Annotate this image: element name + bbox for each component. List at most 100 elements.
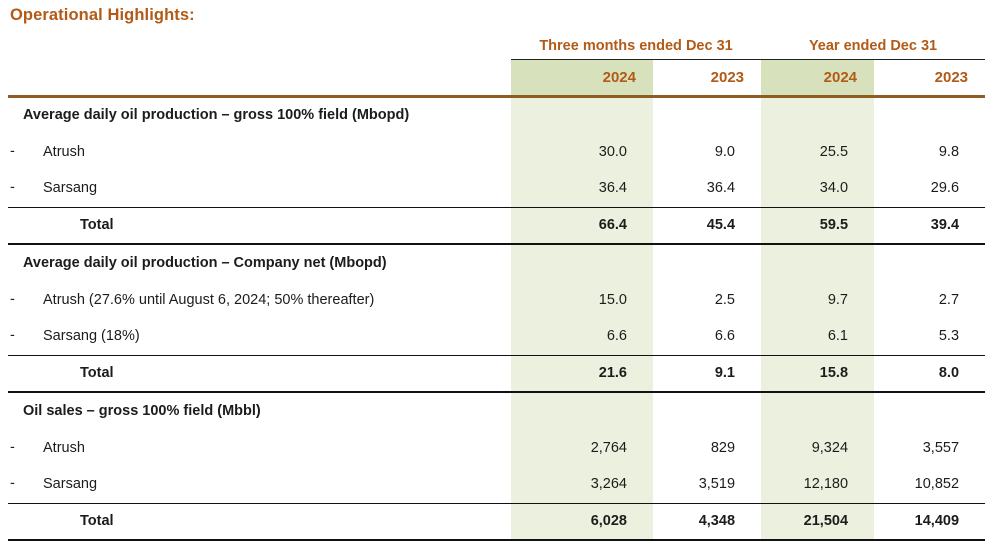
row-label: Sarsang (43, 476, 98, 493)
cell-value: 59.5 (761, 206, 875, 245)
group-header-spacer (8, 32, 511, 59)
cell-value: 36.4 (706, 180, 736, 197)
row-label: Total (80, 365, 114, 382)
page-title: Operational Highlights: (10, 6, 195, 24)
row-label-cell: - Sarsang (18%) (8, 318, 511, 355)
row-label-cell: - Atrush (27.6% until August 6, 2024; 50… (8, 281, 511, 318)
year-header-spacer (8, 59, 511, 98)
table-row: Average daily oil production – gross 100… (8, 96, 985, 133)
row-label: Atrush (27.6% until August 6, 2024; 50% … (43, 291, 375, 308)
table-row: Total 6,028 4,348 21,504 14,409 (8, 502, 986, 541)
group-header-three-months: Three months ended Dec 31 (511, 32, 762, 60)
cell-value: 3,519 (698, 476, 736, 493)
cell-value: 15.8 (761, 354, 875, 393)
cell-value: 14,409 (874, 502, 986, 541)
year-header-y-2024: 2024 (761, 59, 875, 98)
operational-highlights-table: Three months ended Dec 31 Year ended Dec… (8, 32, 986, 541)
cell-value (761, 244, 875, 281)
row-label: Sarsang (18%) (43, 328, 140, 345)
cell-value: 9.0 (714, 143, 736, 160)
row-label-cell: - Atrush (8, 133, 511, 170)
cell-value: 9.7 (761, 281, 875, 318)
year-header-q-2024: 2024 (511, 59, 653, 98)
row-label: Sarsang (43, 180, 98, 197)
table-row: Oil sales – gross 100% field (Mbbl) (8, 392, 985, 429)
cell-value (761, 392, 875, 429)
row-label-cell: - Sarsang (8, 170, 511, 207)
group-header-year: Year ended Dec 31 (761, 32, 986, 60)
table-row: - Sarsang (18%) 6.6 6.6 6.1 5.3 (8, 318, 985, 355)
table-row: - Atrush 30.0 9.0 25.5 9.8 (8, 133, 985, 170)
cell-value (653, 244, 761, 281)
row-label: Average daily oil production – Company n… (23, 255, 387, 271)
table-row: Total 21.6 9.1 15.8 8.0 (8, 354, 986, 393)
cell-value: 5.3 (938, 328, 960, 345)
row-label: Total (80, 217, 114, 234)
cell-value: 21.6 (511, 354, 653, 393)
row-label: Atrush (43, 143, 85, 160)
cell-value: 6.6 (511, 318, 653, 355)
dash-bullet: - (10, 438, 15, 455)
cell-value (761, 96, 875, 133)
cell-value: 15.0 (511, 281, 653, 318)
cell-value (874, 244, 985, 281)
cell-value: 829 (710, 439, 736, 456)
dash-bullet: - (10, 179, 15, 196)
cell-value: 12,180 (761, 466, 875, 503)
table-row: - Atrush 2,764 829 9,324 3,557 (8, 429, 985, 466)
cell-value: 30.0 (511, 133, 653, 170)
year-header-row: 2024 2023 2024 2023 (8, 59, 986, 98)
cell-value: 29.6 (930, 180, 960, 197)
row-label: Atrush (43, 439, 85, 456)
row-label-cell: - Atrush (8, 429, 511, 466)
cell-value: 6.6 (714, 328, 736, 345)
cell-value: 2.5 (714, 291, 736, 308)
table-header: Three months ended Dec 31 Year ended Dec… (8, 32, 986, 98)
cell-value: 6,028 (511, 502, 653, 541)
row-label: Average daily oil production – gross 100… (23, 107, 410, 124)
cell-value (874, 392, 985, 429)
dash-bullet: - (10, 475, 15, 492)
year-header-y-2023: 2023 (874, 59, 986, 98)
cell-value: 9.8 (938, 143, 960, 160)
cell-value: 36.4 (511, 170, 653, 207)
row-label: Total (80, 513, 114, 530)
cell-value: 66.4 (511, 206, 653, 245)
cell-value: 34.0 (761, 170, 875, 207)
cell-value (511, 96, 653, 133)
dash-bullet: - (10, 327, 15, 344)
cell-value: 45.4 (653, 206, 762, 245)
table-row: - Sarsang 3,264 3,519 12,180 10,852 (8, 466, 985, 503)
row-label-cell: Average daily oil production – Company n… (8, 244, 511, 281)
row-label-cell: Average daily oil production – gross 100… (8, 96, 511, 133)
cell-value (874, 96, 985, 133)
cell-value (511, 392, 653, 429)
cell-value: 8.0 (874, 354, 986, 393)
cell-value: 2.7 (938, 291, 960, 308)
cell-value: 9.1 (653, 354, 762, 393)
cell-value: 10,852 (914, 476, 960, 493)
row-label-cell: - Sarsang (8, 466, 511, 503)
table-row: - Atrush (27.6% until August 6, 2024; 50… (8, 281, 985, 318)
document-page: Operational Highlights: Three months end… (8, 6, 986, 541)
table-row: Average daily oil production – Company n… (8, 244, 985, 281)
cell-value: 4,348 (653, 502, 762, 541)
cell-value (511, 244, 653, 281)
cell-value: 39.4 (874, 206, 986, 245)
row-label: Oil sales – gross 100% field (Mbbl) (23, 403, 261, 419)
table-body: Average daily oil production – gross 100… (8, 96, 986, 541)
cell-value (653, 96, 761, 133)
cell-value: 6.1 (761, 318, 875, 355)
cell-value: 9,324 (761, 429, 875, 466)
table-row: Total 66.4 45.4 59.5 39.4 (8, 206, 986, 245)
row-label-cell: Total (8, 502, 511, 541)
row-label-cell: Total (8, 354, 511, 393)
row-label-cell: Oil sales – gross 100% field (Mbbl) (8, 392, 511, 429)
dash-bullet: - (10, 290, 15, 307)
column-group-row: Three months ended Dec 31 Year ended Dec… (8, 32, 986, 60)
table-row: - Sarsang 36.4 36.4 34.0 29.6 (8, 170, 985, 207)
cell-value (653, 392, 761, 429)
cell-value: 2,764 (511, 429, 653, 466)
cell-value: 3,264 (511, 466, 653, 503)
dash-bullet: - (10, 142, 15, 159)
